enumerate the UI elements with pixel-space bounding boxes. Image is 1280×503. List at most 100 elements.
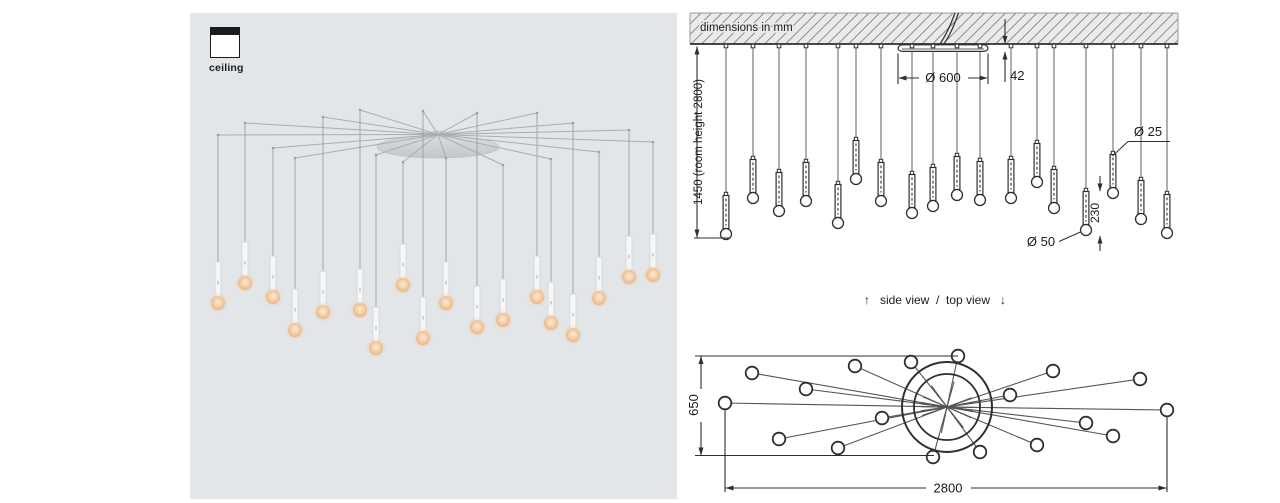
tube-seam <box>294 308 296 312</box>
suspension-arm <box>375 134 439 156</box>
pendant-sphere <box>799 194 813 208</box>
pendant-position <box>874 410 890 426</box>
tube-seam <box>572 313 574 317</box>
arm-joint <box>321 115 325 119</box>
tube-seam <box>628 255 630 259</box>
view-toggle-label: ↑ side view / top view ↓ <box>864 293 1006 307</box>
tube-seam <box>652 253 654 257</box>
pendant-position <box>830 440 846 456</box>
suspension-arm <box>272 134 439 149</box>
ceiling-connector <box>930 43 936 49</box>
pendant-position <box>1105 428 1121 444</box>
suspension-arm <box>294 134 439 159</box>
pendant-position <box>1159 402 1175 418</box>
pendant-sphere <box>926 199 940 213</box>
sphere-diameter-label: Ø 50 <box>1027 234 1055 249</box>
tube-seam <box>272 275 274 279</box>
ceiling-connector <box>1164 43 1170 49</box>
suspension-arm <box>437 112 478 135</box>
pendant-sphere <box>874 194 888 208</box>
pendant-position <box>1002 387 1018 403</box>
ceiling-connector <box>878 43 884 49</box>
glow-sphere <box>646 268 660 282</box>
radial-wire <box>920 401 1114 437</box>
arm-joint <box>535 111 539 115</box>
arm-joint <box>421 109 425 113</box>
ceiling-connector <box>853 43 859 49</box>
tube-seam <box>598 276 600 280</box>
canopy-outer-circle <box>901 361 993 453</box>
top-view-drawing <box>695 348 1175 492</box>
canopy-inner-circle <box>913 373 981 441</box>
glow-sphere <box>353 303 367 317</box>
arm-joint <box>549 157 553 161</box>
radial-wire <box>940 355 959 433</box>
pendant-sphere <box>905 206 919 220</box>
glow-sphere <box>238 276 252 290</box>
suspension-arm <box>217 134 439 136</box>
tube-seam <box>550 301 552 305</box>
dia50-leader <box>1058 231 1081 242</box>
radial-wire <box>920 378 1141 412</box>
arm-joint <box>401 160 405 164</box>
suspension-arm <box>437 134 600 153</box>
tube-seam <box>445 281 447 285</box>
dimension-arrowhead <box>1158 485 1167 491</box>
suspension-arm <box>437 134 654 143</box>
radial-wire <box>932 381 955 458</box>
pendant-position <box>972 444 988 460</box>
ceiling-connector <box>803 43 809 49</box>
pendant-position <box>847 358 863 374</box>
pendant-sphere <box>950 188 964 202</box>
radial-wire <box>930 385 981 453</box>
arm-joint <box>271 146 275 150</box>
glow-sphere <box>316 305 330 319</box>
dia25-leader <box>1112 141 1170 157</box>
arm-joint <box>651 140 655 144</box>
suspension-arm <box>437 122 574 135</box>
power-cable <box>939 12 956 45</box>
arm-joint <box>627 128 631 132</box>
arm-joint <box>475 111 479 115</box>
glow-sphere <box>530 290 544 304</box>
arm-joint <box>597 150 601 154</box>
height-dimension-label: 1450 (room height 2800) <box>693 79 705 205</box>
dimension-arrowhead <box>725 485 734 491</box>
ceiling-connector <box>835 43 841 49</box>
pendant-sphere <box>1079 223 1093 237</box>
ceiling-connector <box>909 43 915 49</box>
ceiling-connector <box>1034 43 1040 49</box>
dimension-arrowhead <box>1097 183 1103 192</box>
depth-dimension-label: 650 <box>686 394 701 416</box>
pendant-position <box>771 431 787 447</box>
ceiling-connector <box>723 43 729 49</box>
ceiling-icon-label: ceiling <box>209 62 244 74</box>
arm-joint <box>501 163 505 167</box>
width-dimension-label: 2800 <box>934 481 963 496</box>
pendant-position <box>717 395 733 411</box>
pendant-sphere <box>1047 201 1061 215</box>
glow-sphere <box>544 316 558 330</box>
pendant-sphere <box>973 193 987 207</box>
suspension-arm <box>402 134 439 163</box>
suspension-arm <box>437 134 504 166</box>
glow-sphere <box>211 296 225 310</box>
ceiling-connector <box>1051 43 1057 49</box>
pendant-position <box>1029 437 1045 453</box>
canopy-diameter-label: Ø 600 <box>925 70 960 85</box>
glow-sphere <box>369 341 383 355</box>
glow-sphere <box>416 331 430 345</box>
arm-joint <box>216 133 220 137</box>
radial-wire <box>921 370 1054 417</box>
ceiling-connector <box>1083 43 1089 49</box>
dimensions-note-label: dimensions in mm <box>700 22 793 34</box>
tube-seam <box>217 281 219 285</box>
dimension-arrowhead <box>698 447 704 456</box>
pendant-position <box>744 365 760 381</box>
ceiling-connector <box>977 43 983 49</box>
tube-seam <box>536 275 538 279</box>
glow-sphere <box>470 320 484 334</box>
pendant-sphere <box>1030 175 1044 189</box>
pendant-length-label: 230 <box>1088 203 1102 223</box>
